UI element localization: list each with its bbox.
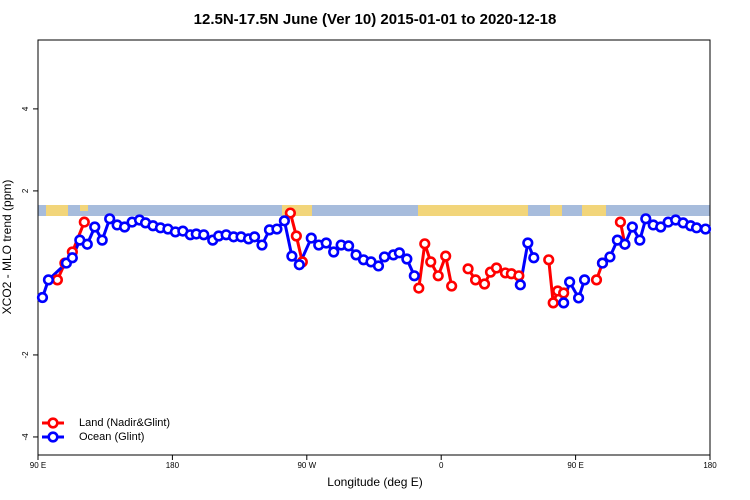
y-axis-label: XCO2 - MLO trend (ppm) [0,180,14,315]
data-point [699,223,712,235]
y-tick-label: -4 [21,433,30,441]
data-point [655,221,667,233]
data-point [248,231,261,243]
data-point [690,222,703,234]
y-tick-label: 4 [21,106,30,111]
data-point [284,207,296,219]
y-tick-label: 2 [21,188,30,193]
data-point [89,221,101,233]
legend-marker [47,417,59,429]
data-point [440,250,452,262]
data-point [513,270,525,282]
data-point [328,246,340,258]
data-point [198,229,210,241]
data-point [634,234,646,246]
data-point [490,262,503,274]
x-tick-label: 90 W [297,461,316,470]
data-point [469,274,482,286]
data-point [119,221,131,233]
data-point [446,280,458,292]
x-tick-label: 180 [703,461,717,470]
data-point [478,278,491,290]
legend-label: Ocean (Glint) [79,431,144,443]
data-point [604,251,616,263]
data-point [104,213,116,225]
data-point [350,249,362,261]
data-point [408,270,420,282]
data-point [278,215,291,227]
data-point [590,274,603,286]
legend-marker [47,431,59,443]
data-point [378,251,391,263]
data-point [51,274,64,286]
x-tick-label: 90 E [30,461,46,470]
data-point [343,240,355,252]
data-point [293,259,305,271]
data-point [286,250,298,262]
data-point [393,247,405,259]
data-point [425,256,437,268]
data-point [558,287,570,299]
data-point [78,216,90,228]
data-point [572,292,585,304]
data-point [640,213,652,225]
data-point [290,230,302,242]
data-point [42,274,55,286]
legend-label: Land (Nadir&Glint) [79,417,170,429]
data-point [419,238,431,250]
data-point [413,282,425,294]
data-point [432,270,444,282]
data-point [596,257,609,269]
data-point [547,297,559,309]
data-point [256,239,268,251]
data-point [66,252,78,264]
data-point [305,232,317,244]
data-point [36,291,49,304]
data-point [528,252,540,264]
x-tick-label: 0 [439,461,444,470]
data-point [320,237,332,249]
data-point [614,216,627,228]
data-point [558,297,570,309]
map-strip [38,205,710,216]
data-point [96,234,108,246]
data-point [514,279,526,291]
data-point [626,221,638,233]
x-tick-label: 90 E [567,461,583,470]
data-point [401,253,413,265]
data-point [578,274,591,286]
data-point [522,237,534,249]
data-point [271,223,283,235]
data-point [81,238,93,250]
y-tick-label: -2 [21,351,30,359]
data-point [619,238,631,250]
data-point [543,254,555,266]
data-point [564,276,576,288]
data-point [372,260,385,272]
x-axis-label: Longitude (deg E) [327,475,422,489]
chart-title: 12.5N-17.5N June (Ver 10) 2015-01-01 to … [194,11,557,28]
x-tick-label: 180 [166,461,180,470]
data-point [462,263,474,275]
plot-frame [37,39,711,456]
